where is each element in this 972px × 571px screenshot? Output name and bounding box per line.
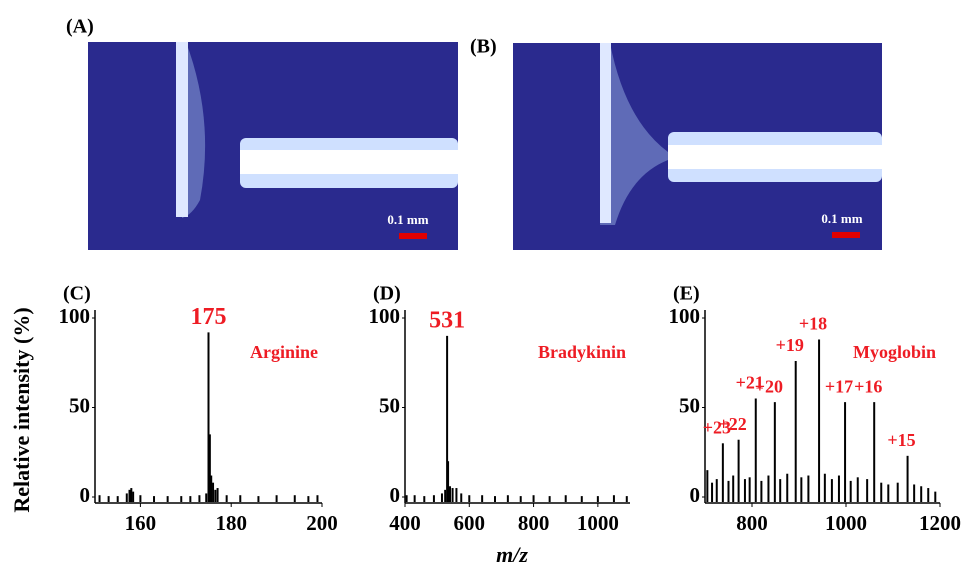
y-tick-label: 0 xyxy=(390,483,401,507)
peak-label: +17 xyxy=(825,376,853,396)
scale-label: 0.1 mm xyxy=(821,211,862,226)
y-tick-label: 0 xyxy=(690,483,701,507)
peak-label: 175 xyxy=(191,304,227,330)
photo-a xyxy=(88,42,458,250)
y-tick-label: 50 xyxy=(69,393,90,417)
panel-label: (C) xyxy=(63,283,91,305)
y-tick-label: 100 xyxy=(59,304,91,328)
photo-b xyxy=(513,43,882,250)
panel-label: (B) xyxy=(470,36,497,58)
peak-label: +20 xyxy=(755,376,783,396)
x-tick-label: 400 xyxy=(389,511,421,535)
y-tick-label: 50 xyxy=(379,393,400,417)
y-axis-label: Relative intensity (%) xyxy=(9,307,34,512)
x-tick-label: 800 xyxy=(518,511,550,535)
x-tick-label: 600 xyxy=(454,511,486,535)
x-tick-label: 1000 xyxy=(825,511,867,535)
compound-name: Bradykinin xyxy=(538,342,626,362)
peak-label: +23 xyxy=(703,417,731,437)
peak-label: +21 xyxy=(736,373,764,393)
x-tick-label: 180 xyxy=(215,511,247,535)
x-tick-label: 1000 xyxy=(577,511,619,535)
y-tick-label: 100 xyxy=(369,304,401,328)
y-tick-label: 100 xyxy=(669,304,701,328)
peak-label: +18 xyxy=(799,314,827,334)
panel-label: (D) xyxy=(373,283,401,305)
x-tick-label: 200 xyxy=(306,511,338,535)
peak-label: 531 xyxy=(429,307,465,333)
x-axis-label: m/z xyxy=(496,542,528,567)
x-tick-label: 160 xyxy=(125,511,157,535)
peak-label: +16 xyxy=(854,376,882,396)
peak-label: +19 xyxy=(776,335,804,355)
compound-name: Myoglobin xyxy=(853,342,936,362)
y-tick-label: 0 xyxy=(80,483,91,507)
x-tick-label: 800 xyxy=(736,511,768,535)
panel-label: (E) xyxy=(673,283,700,305)
panel-label: (A) xyxy=(66,16,94,38)
peak-label: +15 xyxy=(887,430,915,450)
y-tick-label: 50 xyxy=(679,393,700,417)
x-tick-label: 1200 xyxy=(919,511,961,535)
compound-name: Arginine xyxy=(250,342,318,362)
peak-label: +22 xyxy=(718,414,746,434)
scale-label: 0.1 mm xyxy=(387,212,428,227)
